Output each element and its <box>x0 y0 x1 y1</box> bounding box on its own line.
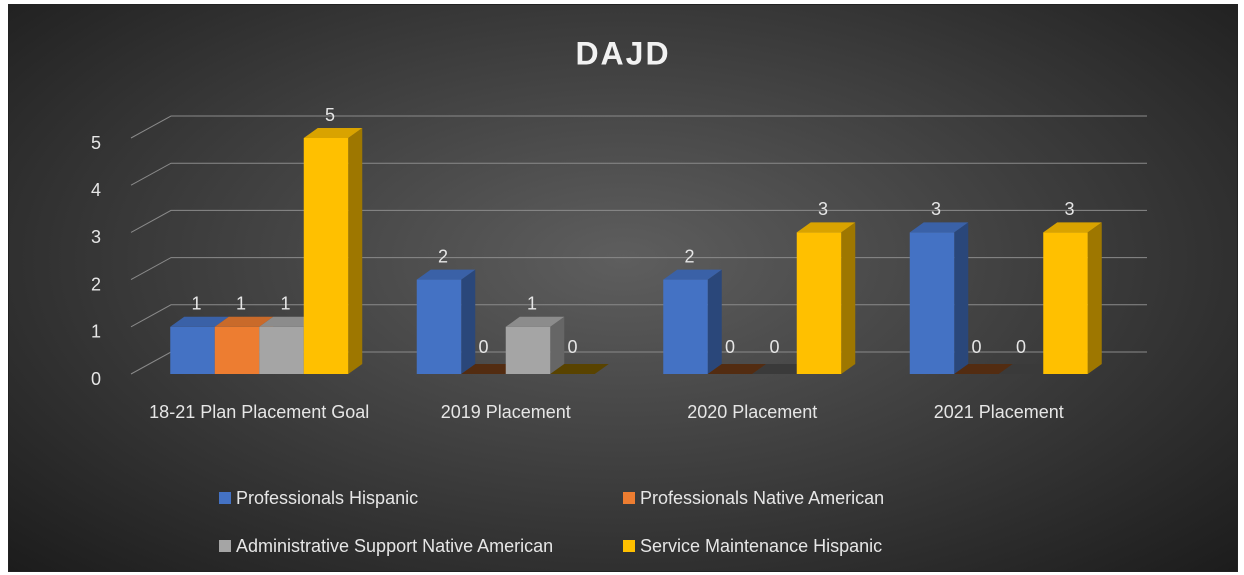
bar-side <box>841 222 856 374</box>
bar-top <box>550 364 609 374</box>
bar-top <box>214 316 274 327</box>
y-tick-label: 4 <box>91 180 101 200</box>
bar-side <box>550 316 565 374</box>
bar-top <box>707 364 767 374</box>
bar-side <box>461 269 476 374</box>
x-tick-label: 2020 Placement <box>687 402 818 422</box>
data-label: 0 <box>567 337 577 357</box>
bar-side <box>707 269 722 374</box>
bar-side <box>348 128 363 374</box>
data-label: 1 <box>527 294 537 314</box>
data-label: 1 <box>236 294 246 314</box>
bar-top <box>416 269 476 280</box>
grid-line <box>130 162 1147 186</box>
data-label: 2 <box>684 246 694 266</box>
data-label: 0 <box>478 337 488 357</box>
bar-top <box>796 222 856 233</box>
y-tick-label: 1 <box>91 322 101 342</box>
bar <box>796 232 842 374</box>
bar-top <box>998 364 1058 374</box>
data-label: 0 <box>769 337 779 357</box>
x-tick-label: 2021 Placement <box>933 402 1064 422</box>
legend-label: Professionals Hispanic <box>236 488 418 508</box>
bar <box>170 326 215 374</box>
bar-top <box>303 128 363 138</box>
bar <box>416 279 462 374</box>
grid-line <box>130 209 1147 233</box>
bar <box>1043 232 1088 374</box>
data-label: 0 <box>971 337 981 357</box>
legend-swatch <box>623 540 635 552</box>
bar-top <box>909 222 969 233</box>
y-tick-label: 2 <box>91 274 101 294</box>
data-label: 3 <box>818 199 828 219</box>
bar <box>663 279 708 374</box>
legend-label: Professionals Native American <box>640 488 884 508</box>
chart-title: DAJD <box>575 35 670 71</box>
legend-label: Administrative Support Native American <box>236 536 553 556</box>
bar-top <box>259 316 318 327</box>
bar-top <box>752 364 811 374</box>
bar-side <box>954 222 969 374</box>
data-label: 2 <box>438 246 448 266</box>
bar <box>909 232 955 374</box>
y-tick-label: 0 <box>91 369 101 389</box>
bar <box>505 326 551 374</box>
data-label: 0 <box>1016 337 1026 357</box>
bar <box>214 326 260 374</box>
chart: DAJD 0 1 2 3 4 5 1 1 1 5 2 0 1 0 2 0 0 3 3 0 0 3 Professionals… <box>91 35 1147 556</box>
bar <box>303 138 349 374</box>
legend-label: Service Maintenance Hispanic <box>640 536 882 556</box>
bar-top <box>954 364 1013 374</box>
legend-swatch <box>623 492 635 504</box>
grid-line <box>130 115 1147 139</box>
bar-side <box>1087 222 1102 374</box>
data-label: 0 <box>725 337 735 357</box>
legend-swatch <box>219 492 231 504</box>
data-label: 1 <box>191 294 201 314</box>
bar-top <box>1043 222 1102 233</box>
bar <box>259 326 304 374</box>
chart-area: DAJD 0 1 2 3 4 5 1 1 1 5 2 0 1 0 2 0 0 3 3 0 0 3 Professionals… <box>8 4 1238 572</box>
bar-top <box>663 269 722 280</box>
bar-top <box>461 364 520 374</box>
x-tick-label: 18-21 Plan Placement Goal <box>149 402 370 422</box>
data-label: 3 <box>931 199 941 219</box>
data-label: 3 <box>1064 199 1074 219</box>
y-tick-label: 3 <box>91 227 101 247</box>
data-label: 1 <box>280 294 290 314</box>
bar-top <box>170 316 229 327</box>
y-tick-label: 5 <box>91 133 101 153</box>
x-tick-label: 2019 Placement <box>440 402 571 422</box>
legend-swatch <box>219 540 231 552</box>
grid-line <box>130 257 1147 281</box>
bar-top <box>505 316 565 327</box>
data-label: 5 <box>325 105 335 125</box>
